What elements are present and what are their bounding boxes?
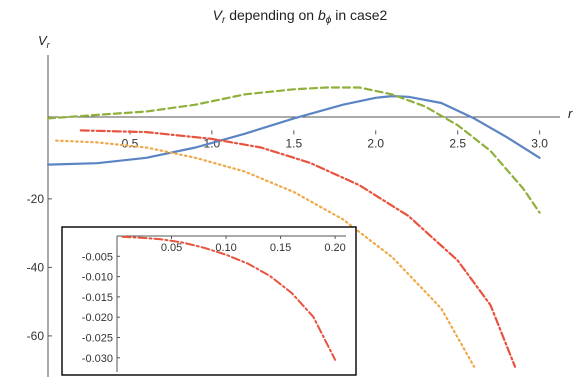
inset-y-axis-ticks: -0.005 -0.010 -0.015 -0.020 -0.025 -0.030 — [82, 251, 120, 365]
x-tick-label: 1.5 — [285, 136, 302, 150]
y-tick-label: -60 — [27, 329, 45, 343]
inset-series-line-dashdot — [121, 235, 337, 361]
inset-x-axis-ticks: 0.05 0.10 0.15 0.20 — [161, 236, 346, 254]
title-subscript-phi: ϕ — [326, 15, 332, 26]
series-line-dashdot — [79, 129, 517, 368]
title-symbol-v: V — [213, 7, 224, 23]
inset-y-tick-label: -0.010 — [82, 272, 113, 284]
plot-series-group — [46, 86, 541, 368]
series-line-dotted — [55, 139, 476, 368]
inset-x-tick-label: 0.20 — [324, 242, 345, 254]
y-tick-label: -20 — [27, 192, 45, 206]
y-axis-label: Vr — [38, 33, 51, 50]
inset-x-tick-label: 0.15 — [270, 242, 291, 254]
x-axis-ticks: 0.5 1.0 1.5 2.0 2.5 3.0 — [122, 130, 548, 150]
chart-title: Vr depending on bϕ in case2 — [213, 7, 388, 26]
inset-x-tick-label: 0.10 — [215, 242, 236, 254]
title-symbol-b: b — [318, 7, 326, 23]
series-line-solid — [46, 95, 541, 166]
y-tick-label: -40 — [27, 260, 45, 274]
inset-series-group — [121, 235, 337, 361]
inset-y-tick-label: -0.025 — [82, 332, 113, 344]
y-axis-label-symbol: V — [38, 33, 48, 48]
inset-y-tick-label: -0.015 — [82, 292, 113, 304]
x-tick-label: 3.0 — [531, 136, 548, 150]
inset-frame — [61, 226, 357, 376]
inset-y-tick-label: -0.030 — [82, 353, 113, 365]
y-axis-ticks: -20 -40 -60 — [27, 192, 52, 343]
inset-y-tick-label: -0.005 — [82, 251, 113, 263]
inset-x-tick-label: 0.05 — [161, 242, 182, 254]
inset-y-tick-label: -0.020 — [82, 312, 113, 324]
x-tick-label: 2.0 — [367, 136, 384, 150]
series-line-dashed — [46, 86, 541, 214]
x-tick-label: 2.5 — [449, 136, 466, 150]
title-subscript-r: r — [222, 15, 226, 26]
title-middle: depending on — [225, 7, 318, 23]
y-axis-label-subscript: r — [47, 40, 51, 50]
title-end: in case2 — [331, 7, 387, 23]
x-tick-label: 0.5 — [122, 136, 139, 150]
x-axis-label: r — [568, 106, 573, 121]
